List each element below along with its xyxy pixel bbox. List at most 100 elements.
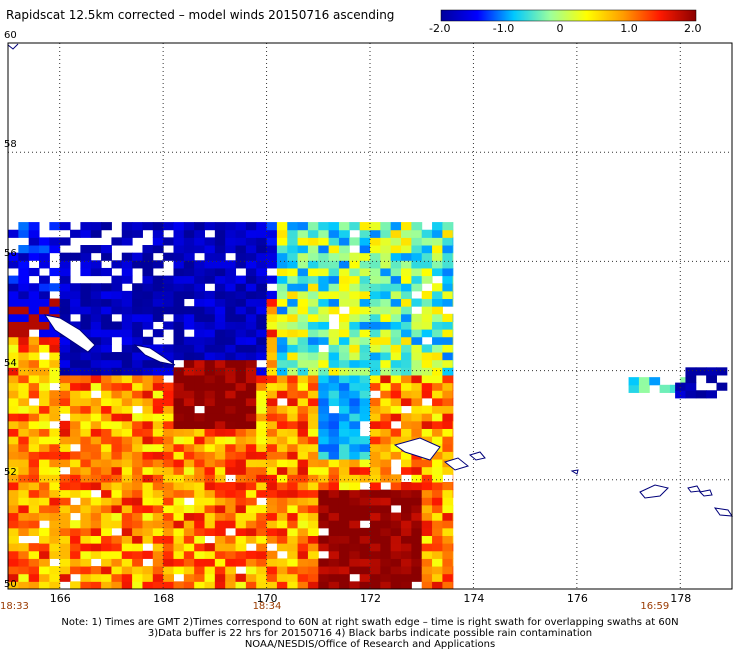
- data-cell: [287, 481, 299, 491]
- data-cell: [297, 481, 309, 491]
- data-cell: [8, 497, 19, 506]
- data-cell: [39, 443, 50, 452]
- data-cell: [18, 436, 30, 445]
- data-cell: [132, 290, 143, 300]
- data-cell: [287, 512, 299, 521]
- data-cell: [39, 321, 50, 330]
- data-cell: [183, 581, 195, 590]
- data-cell: [28, 405, 40, 414]
- data-cell: [328, 237, 340, 246]
- data-cell: [101, 290, 112, 300]
- data-cell: [349, 497, 361, 506]
- data-cell: [245, 566, 257, 575]
- data-cell: [421, 306, 433, 315]
- data-cell: [318, 252, 330, 261]
- data-cell: [132, 420, 143, 429]
- data-cell: [256, 390, 268, 399]
- data-cell: [256, 267, 268, 277]
- data-cell: [142, 390, 154, 399]
- data-cell: [101, 306, 112, 315]
- data-cell: [49, 474, 61, 483]
- data-cell: [183, 481, 195, 491]
- data-cell: [256, 329, 268, 338]
- data-cell: [349, 459, 361, 468]
- data-cell: [432, 298, 443, 307]
- data-cell: [452, 283, 454, 292]
- data-cell: [173, 459, 185, 468]
- data-cell: [370, 382, 381, 391]
- data-cell: [49, 329, 61, 338]
- data-cell: [349, 298, 361, 307]
- data-cell: [28, 504, 40, 514]
- data-cell: [297, 382, 309, 391]
- data-cell: [401, 275, 412, 284]
- data-cell: [266, 344, 278, 353]
- data-cell: [452, 397, 454, 407]
- data-cell: [90, 321, 102, 330]
- data-cell: [142, 283, 154, 292]
- data-cell: [225, 275, 237, 284]
- data-cell: [359, 558, 371, 567]
- data-cell: [70, 352, 81, 361]
- data-cell: [18, 245, 30, 254]
- data-cell: [359, 313, 371, 322]
- data-cell: [245, 397, 257, 407]
- data-cell: [245, 451, 257, 460]
- data-cell: [401, 374, 412, 384]
- data-cell: [152, 283, 164, 292]
- data-cell: [101, 245, 112, 254]
- data-cell: [59, 313, 71, 322]
- data-cell: [132, 359, 143, 368]
- data-cell: [152, 374, 164, 384]
- data-cell: [90, 543, 102, 552]
- data-cell: [432, 451, 443, 460]
- data-cell: [390, 275, 402, 284]
- data-cell: [401, 237, 412, 246]
- data-cell: [432, 237, 443, 246]
- data-cell: [307, 382, 319, 391]
- data-cell: [276, 405, 288, 414]
- data-cell: [411, 466, 423, 475]
- data-cell: [442, 359, 454, 368]
- data-cell: [225, 428, 237, 437]
- colorbar: [440, 9, 697, 22]
- data-cell: [359, 543, 371, 552]
- data-cell: [349, 267, 361, 277]
- data-cell: [214, 512, 226, 521]
- data-cell: [307, 481, 319, 491]
- data-cell: [121, 489, 133, 498]
- data-cell: [235, 390, 247, 399]
- data-cell: [18, 573, 30, 582]
- data-cell: [421, 550, 433, 559]
- data-cell: [421, 413, 433, 422]
- data-cell: [297, 520, 309, 529]
- data-cell: [111, 260, 123, 269]
- data-cell: [101, 481, 112, 491]
- data-cell: [101, 573, 112, 582]
- data-cell: [318, 481, 330, 491]
- data-cell: [80, 267, 92, 277]
- data-cell: [90, 451, 102, 460]
- data-cell: [70, 420, 81, 429]
- data-cell: [28, 252, 40, 261]
- data-cell: [266, 413, 278, 422]
- data-cell: [401, 481, 412, 491]
- data-cell: [8, 520, 19, 529]
- data-cell: [121, 359, 133, 368]
- data-cell: [706, 374, 717, 384]
- data-cell: [194, 237, 206, 246]
- data-cell: [152, 329, 164, 338]
- data-cell: [359, 290, 371, 300]
- data-cell: [442, 260, 454, 269]
- data-cell: [380, 566, 392, 575]
- data-cell: [235, 275, 247, 284]
- data-cell: [163, 420, 174, 429]
- data-cell: [411, 527, 423, 536]
- data-cell: [390, 512, 402, 521]
- data-cell: [225, 298, 237, 307]
- data-cell: [675, 390, 686, 399]
- coastline: [570, 469, 579, 475]
- data-cell: [90, 497, 102, 506]
- data-cell: [297, 413, 309, 422]
- data-cell: [49, 497, 61, 506]
